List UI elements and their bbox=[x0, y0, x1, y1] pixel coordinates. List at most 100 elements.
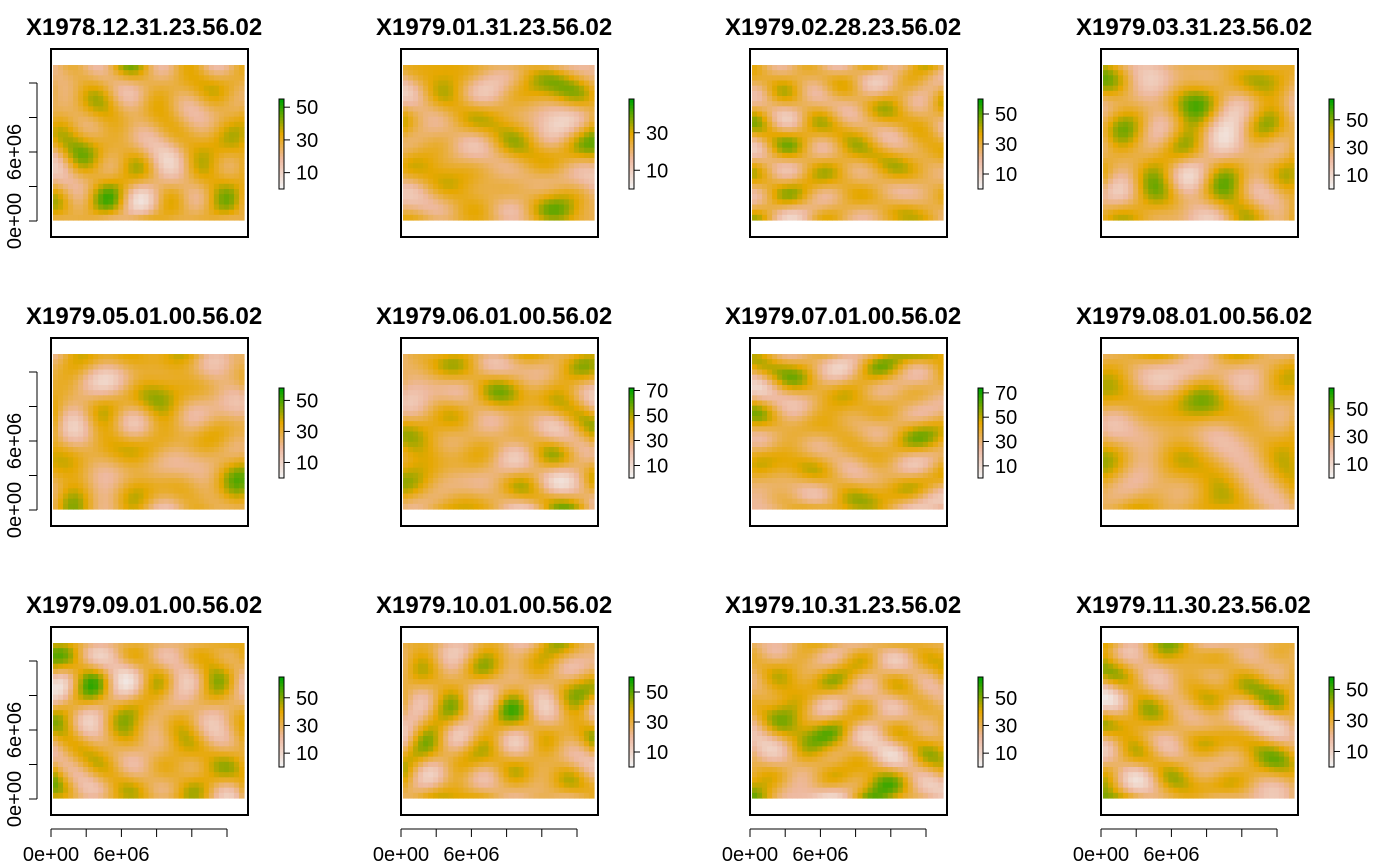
raster-cell bbox=[1263, 163, 1270, 169]
raster-cell bbox=[143, 101, 150, 107]
raster-cell bbox=[927, 96, 934, 102]
raster-cell bbox=[1123, 111, 1129, 118]
raster-cell bbox=[423, 101, 429, 107]
raster-cell bbox=[812, 90, 818, 97]
raster-cell bbox=[98, 183, 104, 190]
raster-cell bbox=[1138, 132, 1144, 138]
raster-cell bbox=[752, 116, 758, 123]
raster-cell bbox=[503, 65, 510, 71]
raster-cell bbox=[473, 80, 479, 87]
raster-cell bbox=[937, 70, 944, 76]
raster-cell bbox=[53, 385, 59, 391]
raster-cell bbox=[213, 374, 220, 381]
raster-cell bbox=[887, 189, 894, 195]
raster-cell bbox=[1263, 70, 1270, 76]
raster-cell bbox=[1183, 204, 1190, 211]
raster-cell bbox=[403, 127, 409, 133]
raster-cell bbox=[103, 354, 109, 360]
raster-cell bbox=[857, 75, 864, 82]
raster-cell bbox=[473, 168, 479, 175]
raster-cell bbox=[203, 364, 210, 371]
raster-cell bbox=[573, 65, 580, 71]
raster-cell bbox=[428, 80, 434, 87]
legend-swatch bbox=[279, 165, 284, 169]
raster-cell bbox=[188, 183, 195, 190]
raster-cell bbox=[483, 163, 490, 169]
raster-cell bbox=[1183, 111, 1190, 118]
raster-cell bbox=[772, 209, 778, 216]
raster-cell bbox=[418, 178, 424, 185]
raster-cell bbox=[498, 90, 505, 97]
raster-cell bbox=[183, 121, 190, 128]
raster-cell bbox=[762, 168, 768, 175]
raster-cell bbox=[548, 168, 555, 175]
raster-cell bbox=[78, 379, 84, 386]
raster-cell bbox=[1228, 121, 1235, 128]
raster-cell bbox=[508, 163, 515, 169]
raster-cell bbox=[148, 142, 155, 149]
raster-cell bbox=[433, 158, 439, 164]
raster-cell bbox=[1133, 121, 1139, 128]
raster-cell bbox=[218, 132, 225, 138]
raster-cell bbox=[558, 80, 565, 87]
raster-cell bbox=[518, 168, 525, 175]
raster-cell bbox=[1123, 101, 1129, 107]
raster-cell bbox=[108, 163, 114, 169]
raster-cell bbox=[1273, 147, 1280, 154]
raster-cell bbox=[902, 116, 909, 123]
raster-cell bbox=[128, 364, 135, 371]
raster-cell bbox=[178, 369, 185, 376]
raster-cell bbox=[208, 374, 215, 381]
raster-cell bbox=[553, 194, 560, 200]
raster-cell bbox=[877, 189, 884, 195]
raster-cell bbox=[213, 379, 220, 386]
raster-cell bbox=[807, 106, 813, 113]
raster-cell bbox=[1273, 178, 1280, 185]
raster-cell bbox=[413, 132, 419, 138]
raster-cell bbox=[443, 204, 449, 211]
raster-cell bbox=[563, 204, 570, 211]
raster-cell bbox=[1118, 183, 1124, 190]
raster-cell bbox=[578, 65, 585, 71]
raster-cell bbox=[528, 70, 535, 76]
raster-cell bbox=[513, 168, 520, 175]
plot-frame bbox=[400, 48, 599, 238]
raster-cell bbox=[1198, 70, 1205, 76]
raster-cell bbox=[1253, 65, 1260, 71]
raster-cell bbox=[68, 374, 74, 381]
raster-cell bbox=[513, 147, 520, 154]
raster-cell bbox=[213, 209, 220, 216]
raster-cell bbox=[508, 199, 515, 206]
raster-cell bbox=[113, 152, 119, 159]
raster-cell bbox=[1228, 204, 1235, 211]
raster-cell bbox=[53, 183, 59, 190]
legend-swatch bbox=[978, 180, 983, 184]
raster-cell bbox=[408, 65, 414, 71]
legend-swatch bbox=[629, 147, 634, 151]
raster-cell bbox=[148, 204, 155, 211]
raster-cell bbox=[483, 101, 490, 107]
raster-cell bbox=[1123, 163, 1129, 169]
raster-cell bbox=[892, 163, 899, 169]
raster-cell bbox=[1108, 173, 1114, 180]
raster-cell bbox=[902, 106, 909, 113]
raster-cell bbox=[478, 163, 485, 169]
raster-cell bbox=[208, 106, 215, 113]
raster-cell bbox=[178, 127, 185, 133]
raster-cell bbox=[837, 96, 844, 102]
raster-cell bbox=[208, 354, 215, 360]
raster-cell bbox=[508, 132, 515, 138]
raster-cell bbox=[173, 132, 180, 138]
raster-cell bbox=[143, 137, 150, 144]
raster-cell bbox=[413, 70, 419, 76]
raster-cell bbox=[68, 385, 74, 391]
raster-cell bbox=[1283, 194, 1290, 200]
raster-cell bbox=[812, 199, 818, 206]
raster-cell bbox=[478, 194, 485, 200]
raster-cell bbox=[473, 137, 479, 144]
raster-cell bbox=[473, 90, 479, 97]
raster-cell bbox=[822, 132, 828, 138]
raster-cell bbox=[1283, 147, 1290, 154]
raster-cell bbox=[413, 116, 419, 123]
legend-swatch bbox=[629, 150, 634, 154]
